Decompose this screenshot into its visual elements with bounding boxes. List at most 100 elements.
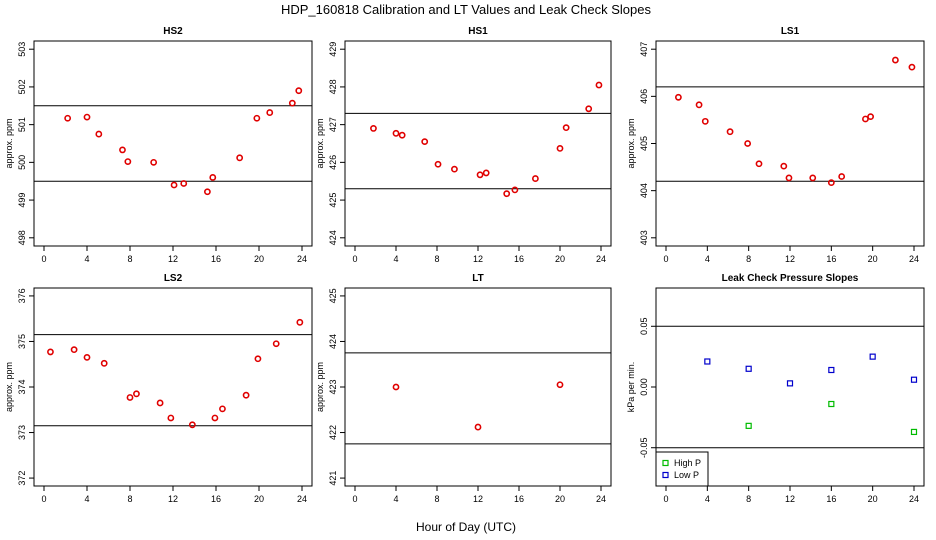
data-point — [180, 180, 188, 187]
data-point — [503, 190, 511, 198]
y-axis-label: approx. ppm — [315, 362, 325, 412]
panel-title: HS2 — [163, 26, 183, 37]
data-point — [862, 115, 869, 123]
x-tick-label: 8 — [127, 254, 132, 264]
y-tick-label: 373 — [17, 425, 27, 440]
data-point — [188, 421, 196, 429]
data-point — [745, 365, 752, 372]
figure-title: HDP_160818 Calibration and LT Values and… — [281, 2, 652, 17]
panels: HS2 0 4 8 12 16 20 24 498 499 500 501 502 503 approx. … — [4, 26, 925, 504]
data-point — [701, 117, 709, 125]
x-tick-label: 16 — [826, 494, 836, 504]
y-tick-label: 502 — [17, 79, 27, 94]
y-axis-label: approx. ppm — [4, 362, 14, 412]
panel-hs1: HS1 0 4 8 12 16 20 24 424 425 426 427 428 429 approx. … — [315, 26, 612, 264]
y-axis-label: kPa per min. — [626, 362, 636, 413]
data-point — [892, 56, 899, 64]
y-tick-label: 498 — [17, 230, 27, 245]
panel-leak-check-pressure-slopes: Leak Check Pressure Slopes 0 4 8 12 16 20 24 -0.… — [626, 273, 925, 504]
data-point — [595, 81, 603, 89]
y-tick-label: 500 — [17, 155, 27, 170]
x-tick-label: 16 — [514, 254, 524, 264]
data-point — [211, 414, 219, 422]
y-tick-label: 0.00 — [639, 378, 649, 396]
x-tick-label: 24 — [909, 494, 919, 504]
y-tick-label: 424 — [328, 334, 338, 349]
data-point — [64, 114, 72, 122]
x-tick-label: 20 — [555, 254, 565, 264]
x-tick-label: 16 — [826, 254, 836, 264]
data-point — [532, 175, 539, 182]
x-tick-label: 4 — [393, 494, 398, 504]
x-tick-label: 16 — [211, 494, 221, 504]
data-point — [296, 318, 304, 326]
data-point — [675, 93, 682, 101]
data-point — [780, 162, 788, 170]
data-point — [124, 158, 132, 166]
data-point — [434, 160, 442, 168]
data-point — [100, 359, 108, 367]
data-point — [392, 383, 400, 391]
y-tick-label: 501 — [17, 117, 27, 132]
data-point — [253, 114, 261, 122]
x-tick-label: 4 — [705, 254, 710, 264]
x-tick-label: 12 — [168, 494, 178, 504]
x-tick-label: 20 — [254, 254, 264, 264]
x-tick-label: 4 — [705, 494, 710, 504]
y-tick-label: 375 — [17, 334, 27, 349]
x-tick-label: 16 — [514, 494, 524, 504]
panel-title: LS1 — [781, 26, 800, 37]
data-point — [288, 99, 296, 107]
x-tick-label: 24 — [909, 254, 919, 264]
y-axis-label: approx. ppm — [626, 118, 636, 168]
data-point — [745, 422, 752, 429]
y-tick-label: -0.05 — [639, 437, 649, 458]
x-tick-label: 12 — [785, 494, 795, 504]
x-tick-label: 12 — [168, 254, 178, 264]
x-tick-label: 0 — [352, 254, 357, 264]
y-tick-label: 422 — [328, 425, 338, 440]
data-point — [150, 158, 158, 166]
legend-box — [655, 451, 709, 487]
data-point — [585, 105, 593, 113]
panel-lt: LT 0 4 8 12 16 20 24 421 422 423 424 425 approx. ppm — [315, 273, 612, 504]
data-point — [556, 145, 564, 152]
data-point — [838, 173, 846, 180]
y-tick-label: 403 — [639, 230, 649, 245]
y-tick-label: 0.05 — [639, 318, 649, 336]
data-point — [119, 146, 126, 154]
x-tick-label: 8 — [746, 494, 751, 504]
x-tick-label: 20 — [555, 494, 565, 504]
x-tick-label: 8 — [746, 254, 751, 264]
y-tick-label: 406 — [639, 89, 649, 104]
data-point — [70, 346, 78, 354]
plot-frame — [33, 287, 313, 487]
x-tick-label: 12 — [473, 494, 483, 504]
data-point — [236, 154, 244, 162]
x-tick-label: 0 — [41, 254, 46, 264]
y-tick-label: 425 — [328, 288, 338, 303]
data-point — [219, 405, 226, 413]
data-point — [786, 380, 794, 387]
x-tick-label: 16 — [211, 254, 221, 264]
x-tick-label: 8 — [127, 494, 132, 504]
data-point — [704, 358, 711, 365]
data-point — [83, 353, 91, 361]
y-tick-label: 499 — [17, 193, 27, 208]
data-point — [785, 174, 793, 182]
data-point — [47, 348, 54, 356]
x-tick-label: 4 — [84, 494, 89, 504]
data-point — [726, 128, 734, 136]
data-point — [295, 87, 303, 95]
data-point — [209, 174, 217, 181]
data-point — [398, 131, 406, 139]
y-tick-label: 423 — [328, 379, 338, 394]
data-point — [908, 63, 916, 71]
y-tick-label: 421 — [328, 471, 338, 486]
data-point — [827, 179, 835, 187]
x-tick-label: 24 — [297, 494, 307, 504]
x-axis-label: Hour of Day (UTC) — [416, 520, 516, 534]
x-tick-label: 0 — [663, 254, 668, 264]
y-tick-label: 407 — [639, 42, 649, 57]
